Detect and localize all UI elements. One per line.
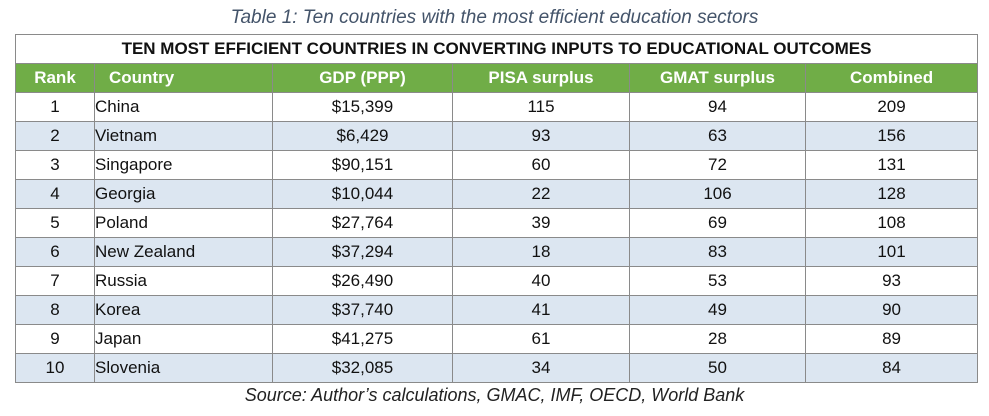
cell-combined: 156 [804, 121, 979, 151]
cell-country: Japan [94, 324, 273, 354]
cell-country: Slovenia [94, 353, 273, 383]
cell-gmat-surplus: 83 [629, 237, 806, 267]
cell-gmat-surplus: 50 [629, 353, 806, 383]
table-row: 10 Slovenia $32,085 34 50 84 [15, 353, 979, 383]
cell-gmat-surplus: 28 [629, 324, 806, 354]
header-gdp: GDP (PPP) [272, 63, 453, 93]
cell-country: China [94, 92, 273, 122]
cell-rank: 6 [15, 237, 95, 267]
cell-pisa-surplus: 41 [452, 295, 630, 325]
cell-combined: 90 [804, 295, 979, 325]
cell-rank: 2 [15, 121, 95, 151]
cell-rank: 9 [15, 324, 95, 354]
cell-gdp: $6,429 [272, 121, 453, 151]
cell-combined: 89 [804, 324, 979, 354]
cell-pisa-surplus: 40 [452, 266, 630, 296]
cell-combined: 128 [804, 179, 979, 209]
cell-pisa-surplus: 39 [452, 208, 630, 238]
cell-pisa-surplus: 93 [452, 121, 630, 151]
cell-combined: 131 [804, 150, 979, 180]
cell-gdp: $41,275 [272, 324, 453, 354]
table-row: 5 Poland $27,764 39 69 108 [15, 208, 979, 238]
table-row: 3 Singapore $90,151 60 72 131 [15, 150, 979, 180]
table-title-row: TEN MOST EFFICIENT COUNTRIES IN CONVERTI… [14, 34, 979, 64]
cell-pisa-surplus: 22 [452, 179, 630, 209]
header-gmat-surplus: GMAT surplus [629, 63, 806, 93]
cell-pisa-surplus: 34 [452, 353, 630, 383]
table-row: 7 Russia $26,490 40 53 93 [15, 266, 979, 296]
cell-rank: 8 [15, 295, 95, 325]
cell-gdp: $90,151 [272, 150, 453, 180]
cell-rank: 10 [15, 353, 95, 383]
table-title: TEN MOST EFFICIENT COUNTRIES IN CONVERTI… [14, 34, 979, 64]
cell-combined: 84 [804, 353, 979, 383]
cell-rank: 4 [15, 179, 95, 209]
cell-pisa-surplus: 115 [452, 92, 630, 122]
cell-gmat-surplus: 53 [629, 266, 806, 296]
header-rank: Rank [15, 63, 95, 93]
cell-rank: 3 [15, 150, 95, 180]
cell-country: Korea [94, 295, 273, 325]
cell-rank: 1 [15, 92, 95, 122]
cell-gdp: $27,764 [272, 208, 453, 238]
cell-combined: 108 [804, 208, 979, 238]
table-caption: Table 1: Ten countries with the most eff… [230, 7, 759, 28]
table-row: 4 Georgia $10,044 22 106 128 [15, 179, 979, 209]
cell-gdp: $32,085 [272, 353, 453, 383]
cell-pisa-surplus: 60 [452, 150, 630, 180]
cell-gmat-surplus: 106 [629, 179, 806, 209]
table-row: 1 China $15,399 115 94 209 [15, 92, 979, 122]
cell-country: Poland [94, 208, 273, 238]
header-country: Country [94, 63, 273, 93]
header-pisa-surplus: PISA surplus [452, 63, 630, 93]
cell-gdp: $15,399 [272, 92, 453, 122]
table-row: 9 Japan $41,275 61 28 89 [15, 324, 979, 354]
cell-gmat-surplus: 94 [629, 92, 806, 122]
cell-gmat-surplus: 63 [629, 121, 806, 151]
cell-gdp: $26,490 [272, 266, 453, 296]
cell-gdp: $37,294 [272, 237, 453, 267]
cell-combined: 101 [804, 237, 979, 267]
cell-pisa-surplus: 18 [452, 237, 630, 267]
cell-country: Singapore [94, 150, 273, 180]
cell-gdp: $37,740 [272, 295, 453, 325]
cell-country: New Zealand [94, 237, 273, 267]
cell-pisa-surplus: 61 [452, 324, 630, 354]
table-row: 8 Korea $37,740 41 49 90 [15, 295, 979, 325]
cell-country: Georgia [94, 179, 273, 209]
source-note: Source: Author’s calculations, GMAC, IMF… [244, 385, 745, 405]
header-combined: Combined [804, 63, 979, 93]
cell-combined: 209 [804, 92, 979, 122]
table-row: 2 Vietnam $6,429 93 63 156 [15, 121, 979, 151]
cell-combined: 93 [804, 266, 979, 296]
cell-gmat-surplus: 49 [629, 295, 806, 325]
table-row: 6 New Zealand $37,294 18 83 101 [15, 237, 979, 267]
cell-country: Vietnam [94, 121, 273, 151]
cell-gmat-surplus: 72 [629, 150, 806, 180]
cell-rank: 5 [15, 208, 95, 238]
cell-gmat-surplus: 69 [629, 208, 806, 238]
cell-rank: 7 [15, 266, 95, 296]
cell-country: Russia [94, 266, 273, 296]
cell-gdp: $10,044 [272, 179, 453, 209]
efficiency-table: TEN MOST EFFICIENT COUNTRIES IN CONVERTI… [14, 34, 979, 383]
table-header-row: Rank Country GDP (PPP) PISA surplus GMAT… [15, 63, 979, 93]
